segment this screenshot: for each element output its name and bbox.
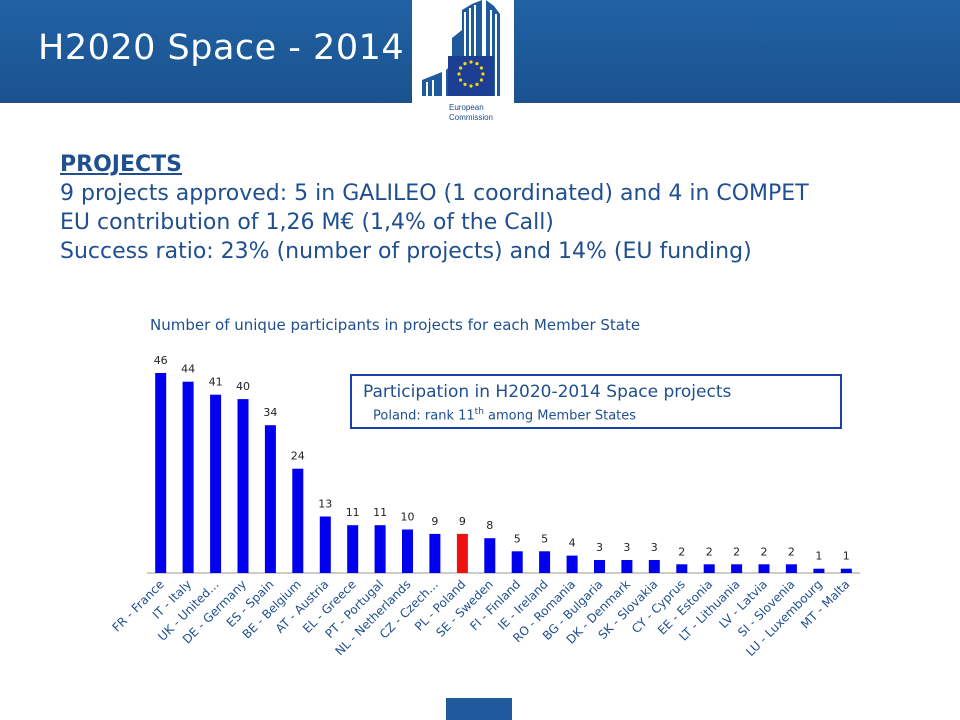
bar-nl: [402, 529, 413, 573]
bar-pt: [374, 525, 386, 573]
bar-de: [237, 399, 249, 573]
value-label: 24: [291, 450, 305, 463]
value-label: 8: [486, 519, 493, 532]
value-label: 40: [236, 380, 250, 393]
bar-uk: [210, 394, 222, 573]
bar-at: [319, 516, 331, 573]
bar-it: [182, 381, 194, 573]
value-label: 3: [623, 541, 630, 554]
bar-bg: [594, 560, 605, 573]
value-label: 9: [459, 515, 466, 528]
bar-si: [785, 564, 797, 573]
value-label: 44: [181, 363, 195, 376]
bar-fi: [511, 551, 523, 573]
bar-ro: [566, 555, 578, 573]
bar-pl: [456, 533, 468, 573]
logo-caption: European Commission: [449, 103, 494, 122]
value-label: 3: [651, 541, 658, 554]
rank-text: Poland: rank 11: [373, 408, 475, 424]
value-label: 5: [514, 532, 521, 545]
bar-lt: [731, 564, 743, 573]
value-label: 3: [596, 541, 603, 554]
annotation-box: Participation in H2020-2014 Space projec…: [350, 374, 842, 429]
value-label: 9: [431, 515, 438, 528]
annotation-title: Participation in H2020-2014 Space projec…: [363, 382, 732, 402]
bar-be: [292, 468, 304, 573]
value-label: 2: [788, 545, 795, 558]
value-label: 34: [263, 406, 277, 419]
value-label: 5: [541, 532, 548, 545]
bar-sk: [648, 560, 660, 573]
page-title: H2020 Space - 2014: [38, 28, 405, 68]
value-label: 2: [678, 545, 685, 558]
commission-building-icon: [422, 0, 500, 96]
value-label: 1: [815, 550, 822, 563]
value-label: 11: [346, 506, 360, 519]
intro-line-projects: 9 projects approved: 5 in GALILEO (1 coo…: [60, 181, 809, 206]
annotation-subtitle: Poland: rank 11th among Member States: [373, 407, 636, 423]
bar-es: [264, 425, 276, 573]
intro-line-contribution: EU contribution of 1,26 M€ (1,4% of the …: [60, 210, 554, 235]
eu-commission-logo: [412, 0, 514, 133]
bar-cz: [429, 533, 441, 573]
value-label: 4: [569, 537, 576, 550]
intro-text: PROJECTS 9 projects approved: 5 in GALIL…: [60, 150, 940, 266]
bar-el: [347, 525, 359, 573]
bar-dk: [621, 560, 633, 573]
value-label: 2: [706, 545, 713, 558]
rank-text-tail: among Member States: [483, 408, 637, 424]
intro-line-success: Success ratio: 23% (number of projects) …: [60, 239, 752, 264]
bar-fr: [155, 373, 167, 573]
value-label: 2: [761, 545, 768, 558]
bar-mt: [840, 568, 852, 573]
value-label: 13: [318, 498, 332, 511]
bar-lv: [758, 564, 770, 573]
section-heading: PROJECTS: [60, 152, 182, 177]
bar-ee: [703, 564, 715, 573]
value-label: 11: [373, 506, 387, 519]
value-label: 10: [401, 511, 415, 524]
bar-lu: [813, 568, 825, 573]
rank-suffix: th: [474, 407, 484, 417]
bar-ie: [539, 551, 551, 573]
value-label: 46: [154, 354, 168, 367]
value-label: 41: [209, 376, 223, 389]
bar-se: [484, 538, 496, 573]
bar-cy: [676, 564, 688, 573]
value-label: 1: [843, 550, 850, 563]
footer-flag-bar: [446, 698, 512, 720]
value-label: 2: [733, 545, 740, 558]
chart-title: Number of unique participants in project…: [150, 316, 641, 334]
